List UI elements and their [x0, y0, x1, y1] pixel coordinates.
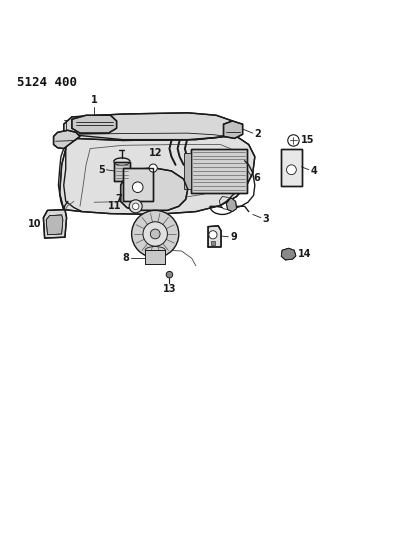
Polygon shape	[191, 149, 247, 193]
Polygon shape	[53, 130, 80, 149]
Text: 8: 8	[122, 253, 129, 263]
Text: 12: 12	[149, 149, 162, 158]
Circle shape	[133, 203, 139, 209]
Text: 2: 2	[255, 129, 261, 139]
Text: 3: 3	[263, 214, 269, 223]
Polygon shape	[281, 248, 296, 260]
Circle shape	[286, 165, 296, 175]
Polygon shape	[226, 198, 237, 212]
Polygon shape	[121, 168, 188, 211]
Polygon shape	[114, 161, 130, 181]
Text: 6: 6	[254, 173, 260, 183]
Circle shape	[166, 271, 173, 278]
Polygon shape	[64, 113, 233, 141]
Text: 4: 4	[310, 166, 317, 175]
Polygon shape	[184, 152, 191, 189]
Text: 5124 400: 5124 400	[17, 76, 77, 89]
Polygon shape	[208, 226, 221, 247]
Polygon shape	[43, 209, 67, 238]
Polygon shape	[224, 121, 243, 139]
Circle shape	[288, 135, 299, 146]
Text: 9: 9	[230, 232, 237, 242]
Polygon shape	[72, 115, 117, 133]
Text: 1: 1	[91, 95, 98, 106]
Polygon shape	[123, 168, 153, 201]
Circle shape	[132, 211, 179, 257]
Circle shape	[209, 231, 217, 239]
Polygon shape	[46, 215, 63, 235]
Circle shape	[133, 182, 143, 192]
Polygon shape	[145, 250, 165, 264]
Circle shape	[143, 222, 167, 246]
Text: 14: 14	[297, 249, 311, 259]
Text: 5: 5	[98, 165, 105, 175]
Polygon shape	[60, 130, 255, 214]
Circle shape	[149, 164, 157, 172]
Text: 10: 10	[28, 219, 41, 229]
Text: 13: 13	[163, 285, 176, 294]
Text: 7: 7	[115, 195, 122, 205]
Polygon shape	[211, 241, 215, 245]
Polygon shape	[281, 149, 302, 186]
Circle shape	[150, 229, 160, 239]
Text: 11: 11	[108, 201, 121, 211]
Circle shape	[129, 200, 142, 213]
Text: 15: 15	[301, 135, 314, 144]
